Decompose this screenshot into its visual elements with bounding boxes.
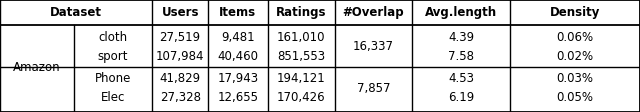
Text: Avg.length: Avg.length	[425, 6, 497, 19]
Text: Density: Density	[550, 6, 600, 19]
Text: 0.03%: 0.03%	[557, 72, 593, 85]
Text: 161,010: 161,010	[277, 31, 325, 44]
Text: sport: sport	[98, 50, 128, 63]
Text: 0.05%: 0.05%	[557, 91, 593, 104]
Text: 0.02%: 0.02%	[556, 50, 594, 63]
Text: 40,460: 40,460	[217, 50, 259, 63]
Text: Users: Users	[161, 6, 199, 19]
Text: 12,655: 12,655	[217, 91, 259, 104]
Text: 16,337: 16,337	[353, 40, 394, 53]
Text: 17,943: 17,943	[217, 72, 259, 85]
Text: 194,121: 194,121	[276, 72, 326, 85]
Text: 7.58: 7.58	[448, 50, 474, 63]
Text: 4.39: 4.39	[448, 31, 474, 44]
Text: 6.19: 6.19	[448, 91, 474, 104]
Text: #Overlap: #Overlap	[342, 6, 404, 19]
Text: 27,328: 27,328	[159, 91, 201, 104]
Text: 170,426: 170,426	[277, 91, 325, 104]
Text: 4.53: 4.53	[448, 72, 474, 85]
Text: 0.06%: 0.06%	[556, 31, 594, 44]
Text: cloth: cloth	[99, 31, 127, 44]
Text: Dataset: Dataset	[50, 6, 102, 19]
Text: 851,553: 851,553	[277, 50, 325, 63]
Text: 7,857: 7,857	[356, 82, 390, 95]
Text: 41,829: 41,829	[159, 72, 201, 85]
Text: Items: Items	[219, 6, 257, 19]
Text: 107,984: 107,984	[156, 50, 204, 63]
Text: 27,519: 27,519	[159, 31, 201, 44]
Text: 9,481: 9,481	[221, 31, 255, 44]
Text: Phone: Phone	[95, 72, 131, 85]
Text: Amazon: Amazon	[13, 61, 61, 74]
Text: Elec: Elec	[100, 91, 125, 104]
Text: Ratings: Ratings	[276, 6, 326, 19]
